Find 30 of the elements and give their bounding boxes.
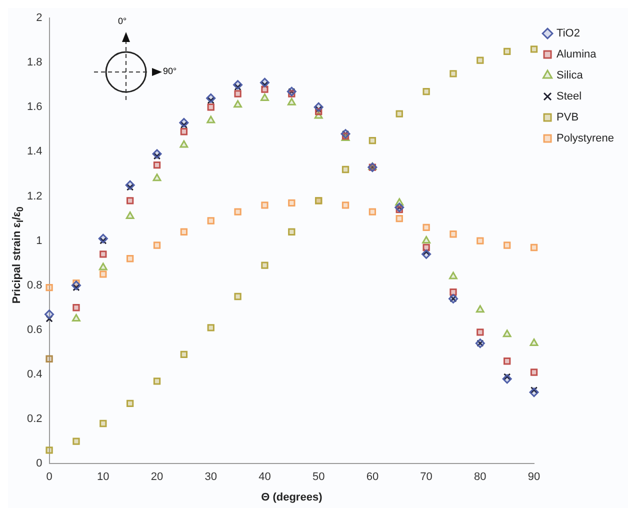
y-tick-label: 0.4 xyxy=(26,368,42,381)
y-tick-label: 0.6 xyxy=(26,324,42,336)
x-tick-label: 20 xyxy=(150,471,164,484)
x-axis-title: Θ (degrees) xyxy=(261,491,323,504)
legend-label: Polystyrene xyxy=(556,132,614,145)
x-tick-label: 10 xyxy=(97,471,110,484)
x-tick-label: 50 xyxy=(312,471,325,484)
x-tick-label: 40 xyxy=(258,471,271,484)
legend-label: TiO2 xyxy=(556,28,580,40)
x-tick-label: 80 xyxy=(474,471,486,484)
y-tick-label: 1.4 xyxy=(26,146,42,158)
y-tick-label: 2 xyxy=(36,12,42,24)
y-tick-label: 1.2 xyxy=(26,190,42,202)
x-tick-label: 90 xyxy=(528,471,540,484)
x-tick-label: 60 xyxy=(366,471,379,484)
y-tick-label: 1.6 xyxy=(26,101,42,114)
legend-label: Alumina xyxy=(556,48,598,61)
annotation: 90° xyxy=(163,66,177,76)
y-tick-label: 0 xyxy=(36,458,42,470)
legend-label: Silica xyxy=(556,70,584,82)
x-tick-label: 70 xyxy=(420,471,432,484)
y-tick-label: 1 xyxy=(36,234,42,247)
annotation: 0° xyxy=(118,16,127,26)
x-tick-label: 0 xyxy=(46,471,52,484)
x-tick-label: 30 xyxy=(204,471,217,484)
y-tick-label: 0.8 xyxy=(26,279,42,292)
y-tick-label: 0.2 xyxy=(26,413,42,426)
legend-label: Steel xyxy=(556,90,582,103)
y-tick-label: 1.8 xyxy=(26,56,42,69)
legend-label: PVB xyxy=(556,112,579,124)
